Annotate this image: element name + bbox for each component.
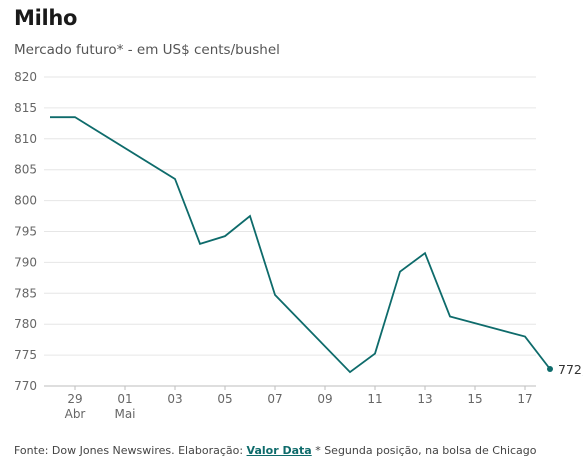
- y-tick-label: 780: [14, 317, 37, 331]
- y-tick-label: 810: [14, 132, 37, 146]
- chart-title: Milho: [14, 6, 78, 30]
- y-tick-label: 800: [14, 194, 37, 208]
- y-tick-label: 795: [14, 225, 37, 239]
- y-tick-label: 805: [14, 163, 37, 177]
- x-tick-label: 13: [417, 392, 432, 406]
- y-tick-label: 815: [14, 101, 37, 115]
- x-tick-label: 29: [67, 392, 82, 406]
- x-tick-label: 03: [167, 392, 182, 406]
- chart-subtitle: Mercado futuro* - em US$ cents/bushel: [14, 42, 280, 58]
- last-point-marker: [547, 366, 553, 373]
- x-tick-label: 07: [267, 392, 282, 406]
- last-value-label: 772,75: [558, 362, 583, 377]
- x-tick-label: 11: [367, 392, 382, 406]
- x-tick-label: 05: [217, 392, 232, 406]
- y-tick-label: 820: [14, 70, 37, 84]
- x-tick-label: 17: [517, 392, 532, 406]
- x-tick-sublabel: Abr: [65, 407, 86, 421]
- chart-footer: Fonte: Dow Jones Newswires. Elaboração: …: [14, 444, 537, 457]
- series-line: [50, 116, 551, 374]
- valor-data-link[interactable]: Valor Data: [246, 444, 312, 457]
- x-tick-label: 09: [317, 392, 332, 406]
- source-text: Fonte: Dow Jones Newswires. Elaboração:: [14, 444, 247, 457]
- x-tick-label: 01: [117, 392, 132, 406]
- y-tick-label: 785: [14, 286, 37, 300]
- x-tick-sublabel: Mai: [114, 407, 135, 421]
- footnote-text: * Segunda posição, na bolsa de Chicago: [311, 444, 537, 457]
- x-tick-label: 15: [467, 392, 482, 406]
- y-tick-label: 770: [14, 379, 37, 393]
- y-tick-label: 790: [14, 255, 37, 269]
- y-tick-label: 775: [14, 348, 37, 362]
